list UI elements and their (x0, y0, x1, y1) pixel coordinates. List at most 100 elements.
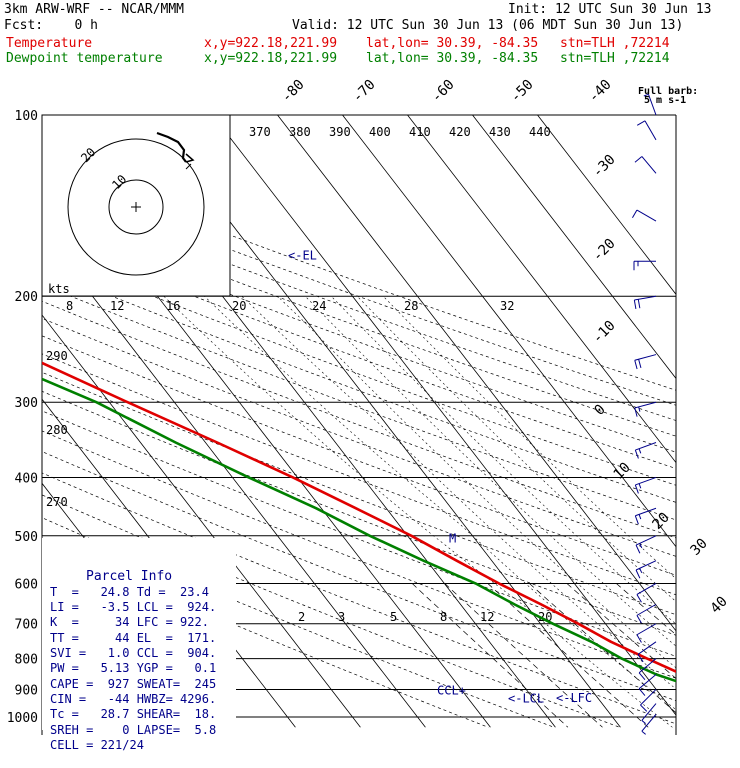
parcel-info-row: TT = 44 EL = 171. (42, 631, 236, 646)
wind-barb-flag (635, 485, 638, 493)
theta-label: 390 (329, 125, 351, 139)
wind-barb-flag (635, 450, 638, 458)
wind-barb-flag (634, 300, 636, 309)
mixing-ratio-label: 2 (298, 610, 305, 624)
parcel-info-row: CELL = 221/24 (42, 738, 236, 753)
el-level-label: <-EL (288, 248, 317, 262)
parcel-info-row: LI = -3.5 LCL = 924. (42, 600, 236, 615)
mixing-ratio-label: 8 (440, 610, 447, 624)
theta-label: 430 (489, 125, 511, 139)
parcel-info-row: SREH = 0 LAPSE= 5.8 (42, 723, 236, 738)
pressure-tick-label: 900 (15, 683, 38, 698)
wind-barb-flag (632, 210, 637, 218)
wind-barb-flag (642, 731, 646, 734)
moist-adiabat-line (331, 296, 740, 727)
wind-barb-staff (637, 624, 656, 635)
isotherm-label: 40 (708, 594, 731, 617)
mixing-ratio-label: 16 (166, 299, 180, 313)
melting-level-label: M (449, 531, 456, 545)
parcel-info-row: SVI = 1.0 CCL = 904. (42, 646, 236, 661)
pressure-tick-label: 300 (15, 396, 38, 411)
mixing-ratio-line (529, 583, 692, 727)
wind-barb-staff (635, 402, 656, 408)
wind-barb-staff (635, 443, 656, 451)
pressure-tick-label: 200 (15, 290, 38, 305)
pressure-tick-label: 500 (15, 530, 38, 545)
pressure-tick-label: 100 (15, 109, 38, 124)
isotherm-line (538, 115, 740, 727)
wind-barb-flag (640, 568, 642, 572)
theta-label: 280 (46, 423, 68, 437)
mixing-ratio-label: 8 (66, 299, 73, 313)
theta-label: 420 (449, 125, 471, 139)
isotherm-label: -30 (590, 152, 619, 181)
theta-label: 410 (409, 125, 431, 139)
barb-scale-units: 5 m s-1 (644, 95, 686, 106)
isotherm-label: -40 (586, 77, 615, 106)
wind-barb-flag (640, 705, 646, 711)
theta-label: 290 (46, 349, 68, 363)
mixing-ratio-label: 32 (500, 299, 514, 313)
wind-barb-flag (639, 449, 641, 454)
pressure-tick-label: 600 (15, 577, 38, 592)
isotherm-line (278, 115, 740, 727)
theta-label: 440 (529, 125, 551, 139)
moist-adiabat-line (305, 296, 740, 727)
moist-adiabat-line (164, 296, 673, 727)
wind-barb-flag (639, 514, 641, 519)
parcel-info-row: CIN = -44 HWBZ= 4296. (42, 692, 236, 707)
pressure-tick-label: 800 (15, 653, 38, 668)
isotherm-label: -20 (590, 236, 619, 265)
isotherm-label: -10 (590, 318, 619, 347)
wind-barb-flag (638, 299, 640, 308)
pressure-tick-label: 700 (15, 618, 38, 633)
wind-barb-flag (639, 407, 640, 412)
wind-barbs: Full barb:5 m s-1 (632, 86, 698, 734)
pressure-tick-label: 400 (15, 471, 38, 486)
wind-barb-staff (636, 536, 656, 545)
isotherm-label: -60 (429, 77, 458, 106)
isotherm-label: 10 (611, 460, 634, 483)
wind-barb-staff (637, 210, 656, 221)
wind-barb-staff (634, 296, 656, 300)
wind-barb-staff (645, 121, 656, 140)
mixing-ratio-label: 12 (480, 610, 494, 624)
isotherm-label: -70 (350, 77, 379, 106)
isotherm-label: 30 (688, 536, 711, 559)
theta-label: 270 (46, 495, 68, 509)
wind-barb-flag (642, 720, 646, 723)
isotherm-line (213, 115, 686, 727)
isotherm-label: 20 (650, 510, 673, 533)
wind-barb-staff (640, 689, 656, 705)
pressure-tick-label: 1000 (7, 711, 38, 726)
wind-barb-staff (638, 642, 656, 655)
isotherm-line (408, 115, 740, 727)
mixing-ratio-line (488, 583, 649, 727)
theta-label: 370 (249, 125, 271, 139)
lfc-level-label: <-LFC (556, 691, 592, 705)
mixing-ratio-label: 5 (390, 610, 397, 624)
parcel-info-row: T = 24.8 Td = 23.4 (42, 585, 236, 600)
isotherm-line (0, 115, 35, 727)
ccl-level-label: CCL+ (437, 684, 466, 698)
parcel-info-row: CAPE = 927 SWEAT= 245 (42, 677, 236, 692)
isotherm-line (343, 115, 740, 727)
wind-barb-flag (636, 545, 640, 553)
mixing-ratio-label: 24 (312, 299, 326, 313)
wind-barb-flag (636, 570, 640, 578)
parcel-info-row: K = 34 LFC = 922. (42, 615, 236, 630)
isotherm-line (473, 115, 740, 727)
mixing-ratio-line (445, 583, 603, 727)
mixing-ratio-label: 3 (338, 610, 345, 624)
wind-barb-flag (639, 484, 641, 489)
lcl-level-label: <-LCL (508, 691, 544, 705)
mixing-ratio-label: 28 (404, 299, 418, 313)
mixing-ratio-label: 12 (110, 299, 124, 313)
parcel-info-title: Parcel Info (42, 569, 236, 584)
wind-barb-staff (636, 561, 656, 570)
wind-barb-flag (635, 156, 642, 162)
wind-barb-flag (639, 359, 641, 368)
wind-barb-staff (635, 477, 656, 485)
isotherm-label: -80 (279, 77, 308, 106)
